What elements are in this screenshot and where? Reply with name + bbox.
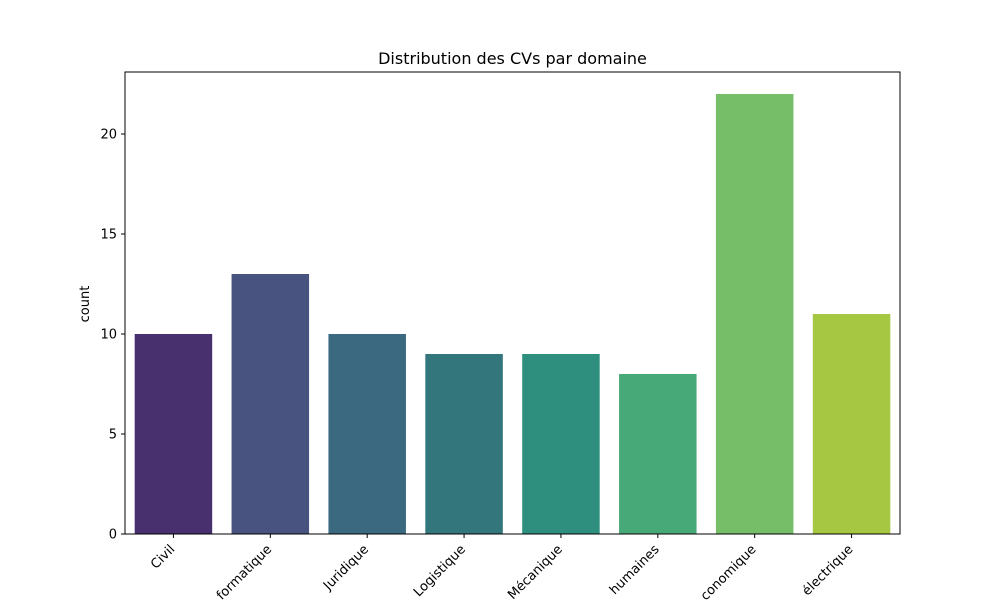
x-tick-label: Logistique [411,542,469,600]
chart-title: Distribution des CVs par domaine [378,49,647,68]
bars-group [134,94,891,534]
bar-0 [134,334,213,534]
y-tick-label: 0 [109,528,117,543]
y-tick-label: 20 [100,128,117,143]
bar-6 [715,94,794,534]
x-tick-label: Juridique [320,542,372,594]
x-tick-label: humaines [607,542,663,598]
y-ticks: 0 5 10 15 20 [100,128,125,543]
bar-7 [812,314,891,534]
y-tick-label: 5 [109,428,117,443]
bar-2 [328,334,406,534]
bar-1 [231,274,310,534]
y-tick-label: 10 [100,328,117,343]
x-tick-label: Mécanique [505,542,566,600]
x-ticks: Civil formatique Juridique Logistique Mécani… [148,534,856,600]
bar-4 [522,354,600,534]
bar-5 [619,374,697,534]
x-tick-label: formatique [214,542,275,600]
y-axis-label: count [78,286,93,323]
plot-frame [124,71,901,535]
y-tick-label: 15 [100,228,117,243]
x-tick-label: Civil [148,542,178,572]
bar-3 [425,354,503,534]
x-tick-label: électrique [800,542,857,599]
x-tick-label: conomique [698,542,760,600]
